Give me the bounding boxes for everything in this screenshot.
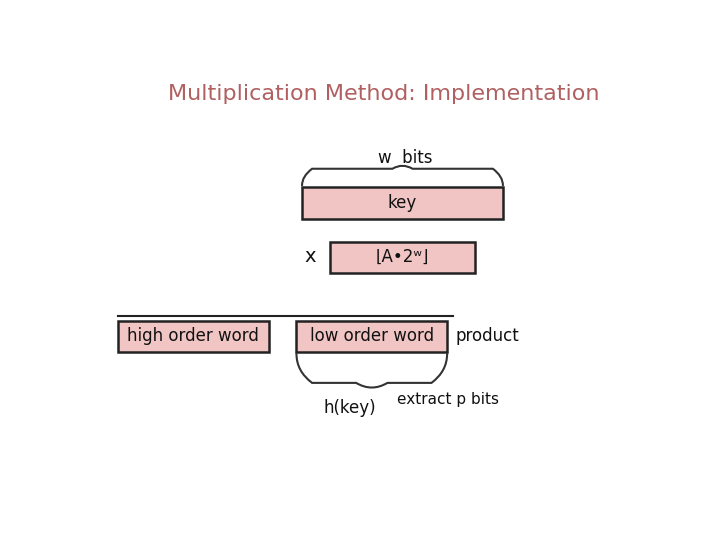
FancyBboxPatch shape [297,321,447,352]
Text: low order word: low order word [310,327,434,345]
FancyBboxPatch shape [302,187,503,219]
Text: ⌊A•2ʷ⌋: ⌊A•2ʷ⌋ [376,248,429,266]
Text: key: key [388,194,417,212]
Text: product: product [456,327,519,345]
Text: x: x [305,247,316,266]
Text: Multiplication Method: Implementation: Multiplication Method: Implementation [168,84,600,104]
Text: extract p bits: extract p bits [397,392,499,407]
FancyBboxPatch shape [330,241,475,273]
FancyBboxPatch shape [118,321,269,352]
Text: w  bits: w bits [378,150,433,167]
Text: high order word: high order word [127,327,259,345]
Text: h(key): h(key) [323,399,376,417]
